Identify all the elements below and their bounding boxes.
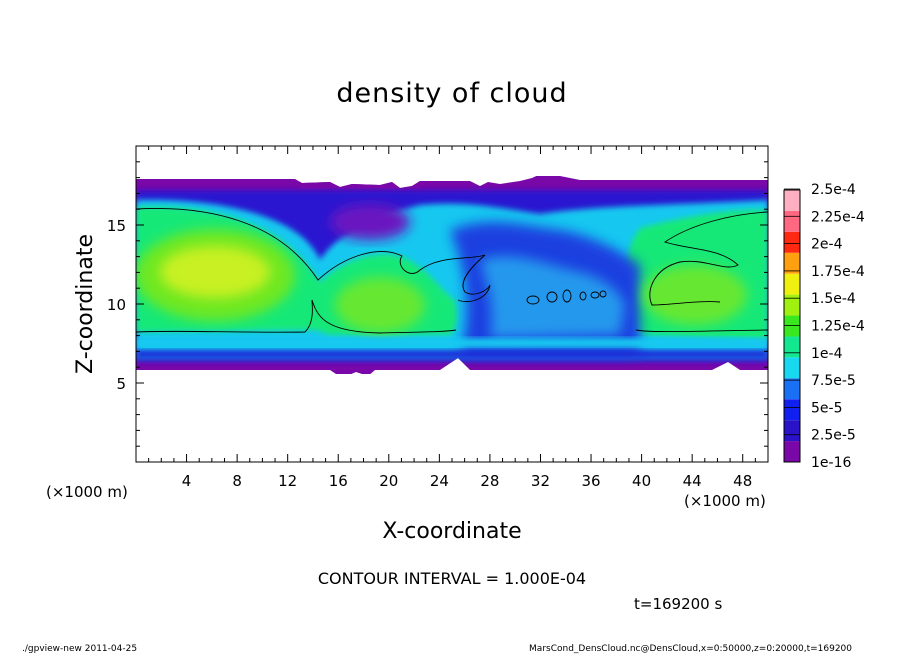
x-axis: 4 8 12 16 20 24 28 32 36 40 44 48 (148, 146, 756, 490)
y-axis: 5 10 15 (107, 161, 768, 447)
x-tick-label: 44 (683, 472, 702, 490)
time-label: t=169200 s (634, 595, 722, 613)
colorbar-label: 1.5e-4 (811, 291, 856, 307)
colorbar-segment (784, 399, 800, 421)
colorbar-segment (784, 190, 800, 211)
colorbar-segment (784, 252, 800, 274)
colorbar-label: 1e-4 (811, 346, 843, 362)
colorbar-segment (784, 294, 800, 316)
y-tick-label: 5 (116, 375, 126, 393)
colorbar-label: 1.75e-4 (811, 264, 865, 280)
x-axis-label: X-coordinate (382, 519, 521, 544)
x-tick-label: 48 (733, 472, 752, 490)
colorbar-segment (784, 231, 800, 253)
colorbar-segment (784, 441, 800, 462)
x-tick-label: 24 (430, 472, 449, 490)
x-tick-label: 40 (632, 472, 651, 490)
colorbar-segment (784, 273, 800, 295)
footer-right: MarsCond_DensCloud.nc@DensCloud,x=0:5000… (529, 644, 852, 654)
y-axis-label: Z-coordinate (73, 234, 98, 374)
colorbar-segment (784, 315, 800, 337)
footer-left: ./gpview-new 2011-04-25 (22, 644, 137, 654)
colorbar: 1e-16 2.5e-5 5e-5 7.5e-5 1e-4 1.25e-4 1.5e-4 1.… (783, 182, 865, 471)
colorbar-label: 1.25e-4 (811, 319, 865, 335)
colorbar-label: 5e-5 (811, 400, 842, 416)
colorbar-segment (784, 378, 800, 400)
y-tick-label: 15 (107, 217, 126, 235)
chart-title: density of cloud (336, 78, 567, 109)
x-tick-label: 32 (531, 472, 550, 490)
colorbar-segment (784, 210, 800, 232)
x-tick-label: 28 (480, 472, 499, 490)
colorbar-label: 7.5e-5 (811, 373, 856, 389)
contour-interval-label: CONTOUR INTERVAL = 1.000E-04 (318, 569, 586, 588)
x-unit-right: (×1000 m) (684, 492, 766, 510)
colorbar-label: 1e-16 (811, 455, 851, 471)
y-tick-label: 10 (107, 296, 126, 314)
colorbar-segment (784, 420, 800, 442)
colorbar-segment (784, 336, 800, 358)
x-tick-label: 4 (182, 472, 192, 490)
colorbar-segment (784, 357, 800, 379)
x-tick-label: 20 (379, 472, 398, 490)
colorbar-label: 2.25e-4 (811, 209, 865, 225)
x-tick-label: 16 (329, 472, 348, 490)
colorbar-label: 2.5e-4 (811, 182, 856, 198)
x-tick-label: 36 (581, 472, 600, 490)
x-tick-label: 8 (232, 472, 242, 490)
colorbar-label: 2e-4 (811, 237, 843, 253)
heatmap-field (136, 176, 768, 374)
x-tick-label: 12 (278, 472, 297, 490)
x-unit-left: (×1000 m) (46, 483, 128, 501)
colorbar-label: 2.5e-5 (811, 428, 856, 444)
